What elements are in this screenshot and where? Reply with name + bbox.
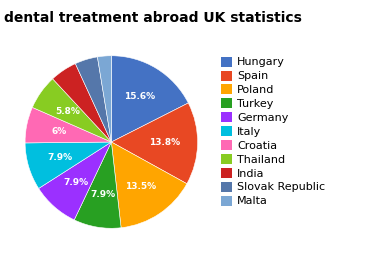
Text: 13.8%: 13.8% [149,138,180,148]
Text: 15.6%: 15.6% [124,92,155,101]
Text: 7.9%: 7.9% [90,190,115,199]
Text: dental treatment abroad UK statistics: dental treatment abroad UK statistics [4,11,302,24]
Text: 5.8%: 5.8% [55,107,80,115]
Wedge shape [39,142,111,220]
Text: 7.9%: 7.9% [63,178,88,187]
Wedge shape [75,57,111,142]
Text: 7.9%: 7.9% [48,153,73,162]
Wedge shape [111,56,188,142]
Text: 13.5%: 13.5% [126,182,157,191]
Text: 6%: 6% [51,127,66,136]
Legend: Hungary, Spain, Poland, Turkey, Germany, Italy, Croatia, Thailand, India, Slovak: Hungary, Spain, Poland, Turkey, Germany,… [220,57,325,206]
Wedge shape [111,103,198,184]
Wedge shape [25,142,111,189]
Wedge shape [74,142,121,228]
Wedge shape [111,142,187,228]
Wedge shape [98,56,111,142]
Wedge shape [53,64,111,142]
Wedge shape [32,79,111,142]
Wedge shape [25,107,111,143]
